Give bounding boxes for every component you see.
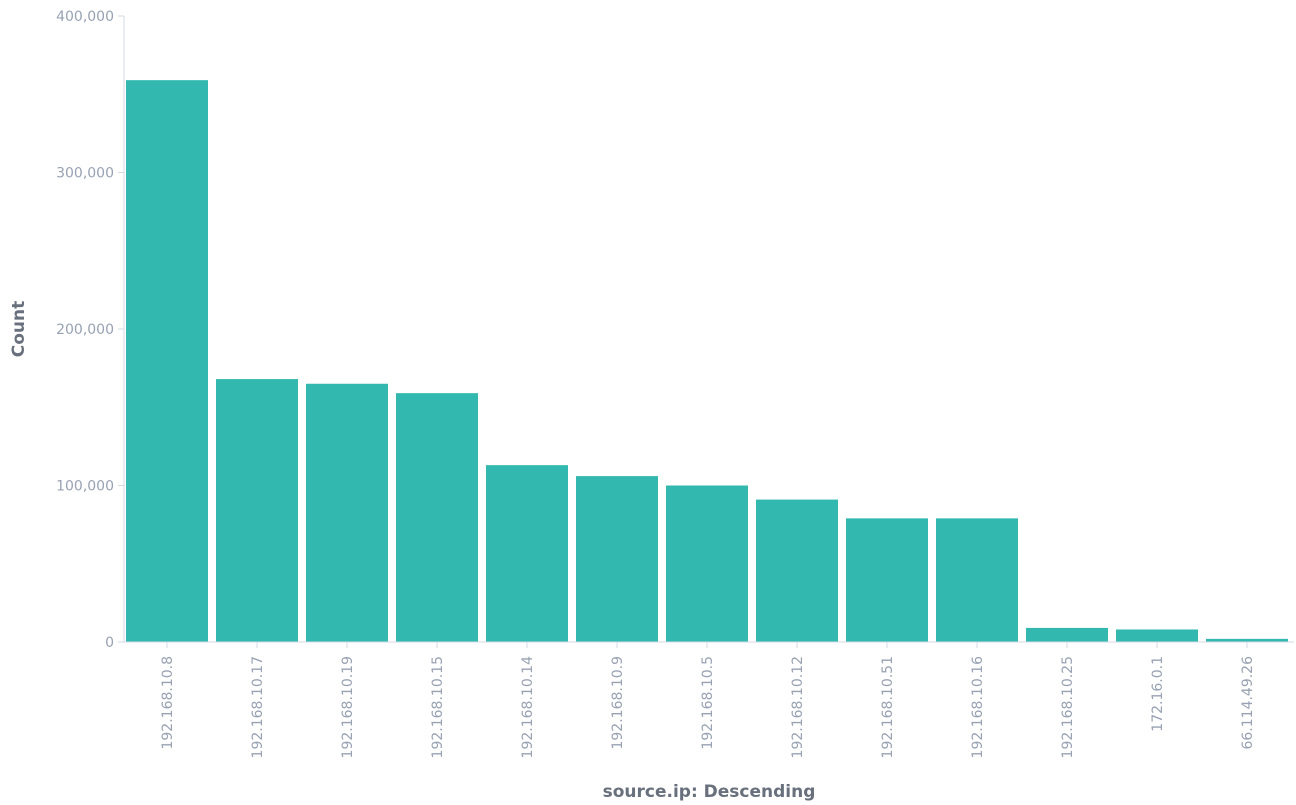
x-tick-label: 66.114.49.26 [1240, 656, 1256, 750]
bar-192-168-10-14[interactable] [486, 465, 568, 642]
x-tick-label: 192.168.10.5 [700, 656, 716, 750]
y-tick-label: 400,000 [56, 9, 114, 25]
y-tick-label: 300,000 [56, 166, 114, 182]
bar-66-114-49-26[interactable] [1206, 638, 1288, 642]
x-ticks: 192.168.10.8 192.168.10.17 192.168.10.19 19… [160, 642, 1256, 758]
bar-192-168-10-12[interactable] [756, 499, 838, 642]
x-tick-label: 192.168.10.25 [1060, 656, 1076, 758]
x-tick-label: 192.168.10.51 [880, 656, 896, 758]
y-tick-label: 0 [105, 635, 114, 651]
bars [126, 80, 1288, 643]
x-tick-label: 172.16.0.1 [1150, 656, 1166, 732]
x-axis-title: source.ip: Descending [603, 782, 816, 802]
x-tick-label: 192.168.10.14 [520, 656, 536, 759]
bar-192-168-10-16[interactable] [936, 518, 1018, 642]
bar-192-168-10-8[interactable] [126, 80, 208, 643]
x-tick-label: 192.168.10.17 [250, 656, 266, 758]
y-ticks: 0 100,000 200,000 300,000 400,000 [56, 9, 124, 651]
y-axis: 0 100,000 200,000 300,000 400,000 [56, 9, 125, 651]
x-tick-label: 192.168.10.8 [160, 656, 176, 750]
x-tick-label: 192.168.10.19 [340, 656, 356, 758]
bar-192-168-10-19[interactable] [306, 383, 388, 642]
y-tick-label: 100,000 [56, 479, 114, 495]
y-tick-label: 200,000 [56, 322, 114, 338]
bar-172-16-0-1[interactable] [1116, 629, 1198, 642]
x-axis: 192.168.10.8 192.168.10.17 192.168.10.19 19… [124, 641, 1294, 758]
x-tick-label: 192.168.10.9 [610, 656, 626, 750]
bar-192-168-10-15[interactable] [396, 393, 478, 642]
bar-192-168-10-25[interactable] [1026, 627, 1108, 642]
x-tick-label: 192.168.10.15 [430, 656, 446, 758]
y-axis-title: Count [9, 301, 29, 358]
x-tick-label: 192.168.10.12 [790, 656, 806, 758]
bar-192-168-10-17[interactable] [216, 379, 298, 642]
bar-192-168-10-5[interactable] [666, 485, 748, 643]
bar-192-168-10-51[interactable] [846, 518, 928, 642]
x-tick-label: 192.168.10.16 [970, 656, 986, 759]
bar-192-168-10-9[interactable] [576, 476, 658, 642]
